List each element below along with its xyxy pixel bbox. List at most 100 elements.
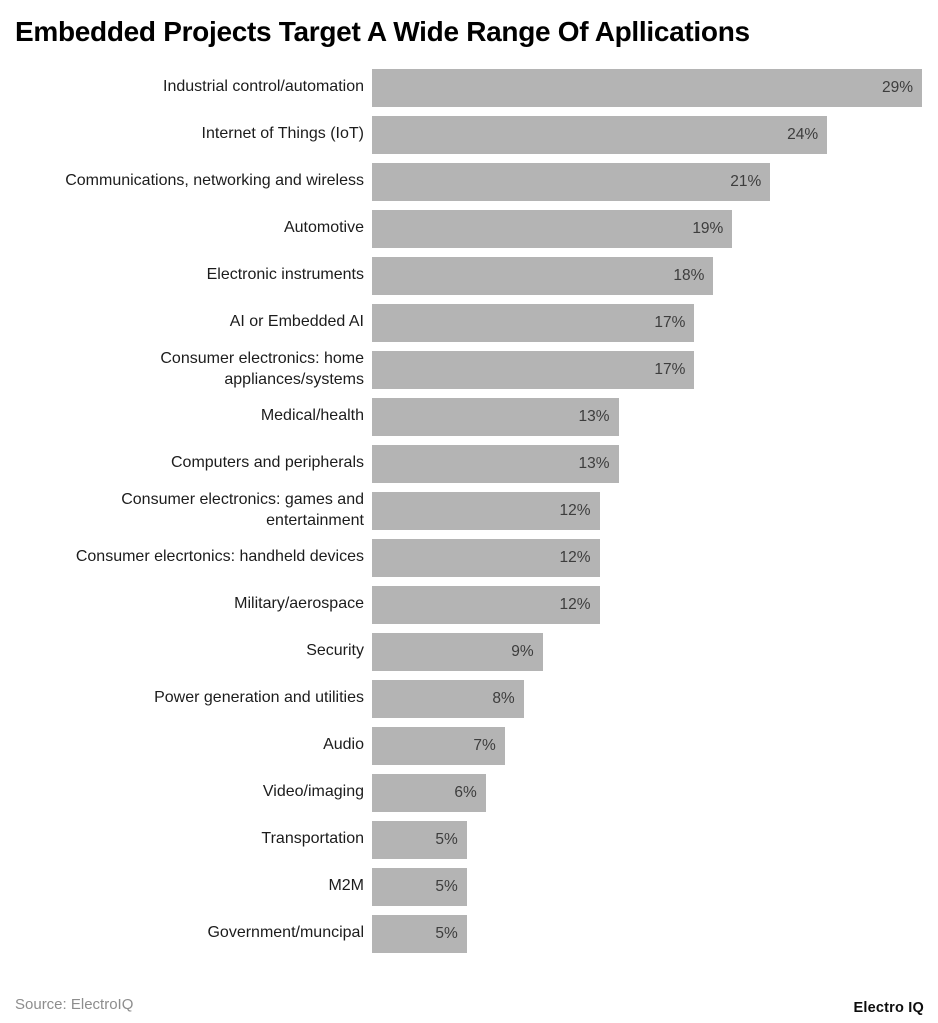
bar-track: 24% [372,115,922,154]
brand-logo: Electro IQ [853,1000,924,1016]
bar-track: 21% [372,162,922,201]
bar: 12% [372,585,600,624]
bar-track: 6% [372,773,922,812]
value-label: 8% [492,689,515,707]
bar-track: 13% [372,444,922,483]
bar-row: Government/muncipal 5% [15,910,923,957]
bar: 12% [372,538,600,577]
category-label: M2M [328,877,364,895]
source-text: Source: ElectroIQ [15,996,134,1013]
category-label: Video/imaging [262,783,364,801]
value-label: 17% [654,313,686,331]
bar-track: 19% [372,209,922,248]
value-label: 9% [511,642,534,660]
bar-track: 5% [372,914,922,953]
value-label: 6% [454,783,477,801]
bar-track: 12% [372,491,922,530]
bar: 21% [372,162,771,201]
bar-track: 18% [372,256,922,295]
category-label: Medical/health [260,407,364,425]
bar-row: Medical/health 13% [15,393,923,440]
value-label: 19% [692,219,724,237]
bar-track: 29% [372,68,922,107]
bar: 5% [372,914,467,953]
bar-track: 12% [372,538,922,577]
bar-row: M2M 5% [15,863,923,910]
bar: 13% [372,444,619,483]
bar-chart: Industrial control/automation 29% Internet… [15,64,923,957]
category-label: Internet of Things (IoT) [201,125,364,143]
category-label: Electronic instruments [206,266,364,284]
category-label: Consumer electronics: home appliances/sy… [160,349,364,388]
value-label: 18% [673,266,705,284]
bar: 29% [372,68,922,107]
bar-row: Consumer elecrtonics: handheld devices 12… [15,534,923,581]
bar-track: 5% [372,820,922,859]
bar-track: 17% [372,303,922,342]
bar-row: Audio 7% [15,722,923,769]
category-label: Security [306,642,364,660]
bar-track: 12% [372,585,922,624]
value-label: 5% [435,924,458,942]
bar: 5% [372,820,467,859]
value-label: 7% [473,736,496,754]
bar-track: 7% [372,726,922,765]
category-label: Military/aerospace [234,595,364,613]
category-label: Consumer electronics: games and entertai… [121,490,364,529]
category-label: Government/muncipal [207,924,364,942]
bar-track: 5% [372,867,922,906]
bar-track: 17% [372,350,922,389]
value-label: 13% [578,454,610,472]
category-label: Communications, networking and wireless [65,172,364,190]
bar-row: Computers and peripherals 13% [15,440,923,487]
bar-row: Electronic instruments 18% [15,252,923,299]
bar-track: 13% [372,397,922,436]
bar-row: Video/imaging 6% [15,769,923,816]
category-label: Power generation and utilities [154,689,364,707]
value-label: 13% [578,407,610,425]
bar: 7% [372,726,505,765]
bar: 13% [372,397,619,436]
bar: 5% [372,867,467,906]
bar: 17% [372,350,695,389]
value-label: 12% [559,501,591,519]
value-label: 17% [654,360,686,378]
bar: 12% [372,491,600,530]
value-label: 24% [787,125,819,143]
category-label: AI or Embedded AI [229,313,364,331]
bar-row: Internet of Things (IoT) 24% [15,111,923,158]
bar-row: Consumer electronics: home appliances/sy… [15,346,923,393]
value-label: 12% [559,595,591,613]
bar-row: Communications, networking and wireless 2… [15,158,923,205]
bar: 17% [372,303,695,342]
category-label: Transportation [261,830,364,848]
bar: 19% [372,209,733,248]
bar-row: Industrial control/automation 29% [15,64,923,111]
value-label: 21% [730,172,762,190]
chart-title: Embedded Projects Target A Wide Range Of… [15,16,750,47]
bar: 18% [372,256,714,295]
category-label: Consumer elecrtonics: handheld devices [75,548,364,566]
bar: 9% [372,632,543,671]
bar-row: Transportation 5% [15,816,923,863]
bar-row: Security 9% [15,628,923,675]
bar: 6% [372,773,486,812]
bar-track: 8% [372,679,922,718]
category-label: Computers and peripherals [171,454,364,472]
bar-track: 9% [372,632,922,671]
value-label: 12% [559,548,591,566]
bar-row: Military/aerospace 12% [15,581,923,628]
bar: 8% [372,679,524,718]
category-label: Automotive [283,219,364,237]
bar-row: Consumer electronics: games and entertai… [15,487,923,534]
bar-row: Power generation and utilities 8% [15,675,923,722]
bar-row: Automotive 19% [15,205,923,252]
value-label: 5% [435,830,458,848]
value-label: 5% [435,877,458,895]
bar-row: AI or Embedded AI 17% [15,299,923,346]
value-label: 29% [881,78,913,96]
bar: 24% [372,115,828,154]
category-label: Audio [323,736,364,754]
category-label: Industrial control/automation [163,78,364,96]
